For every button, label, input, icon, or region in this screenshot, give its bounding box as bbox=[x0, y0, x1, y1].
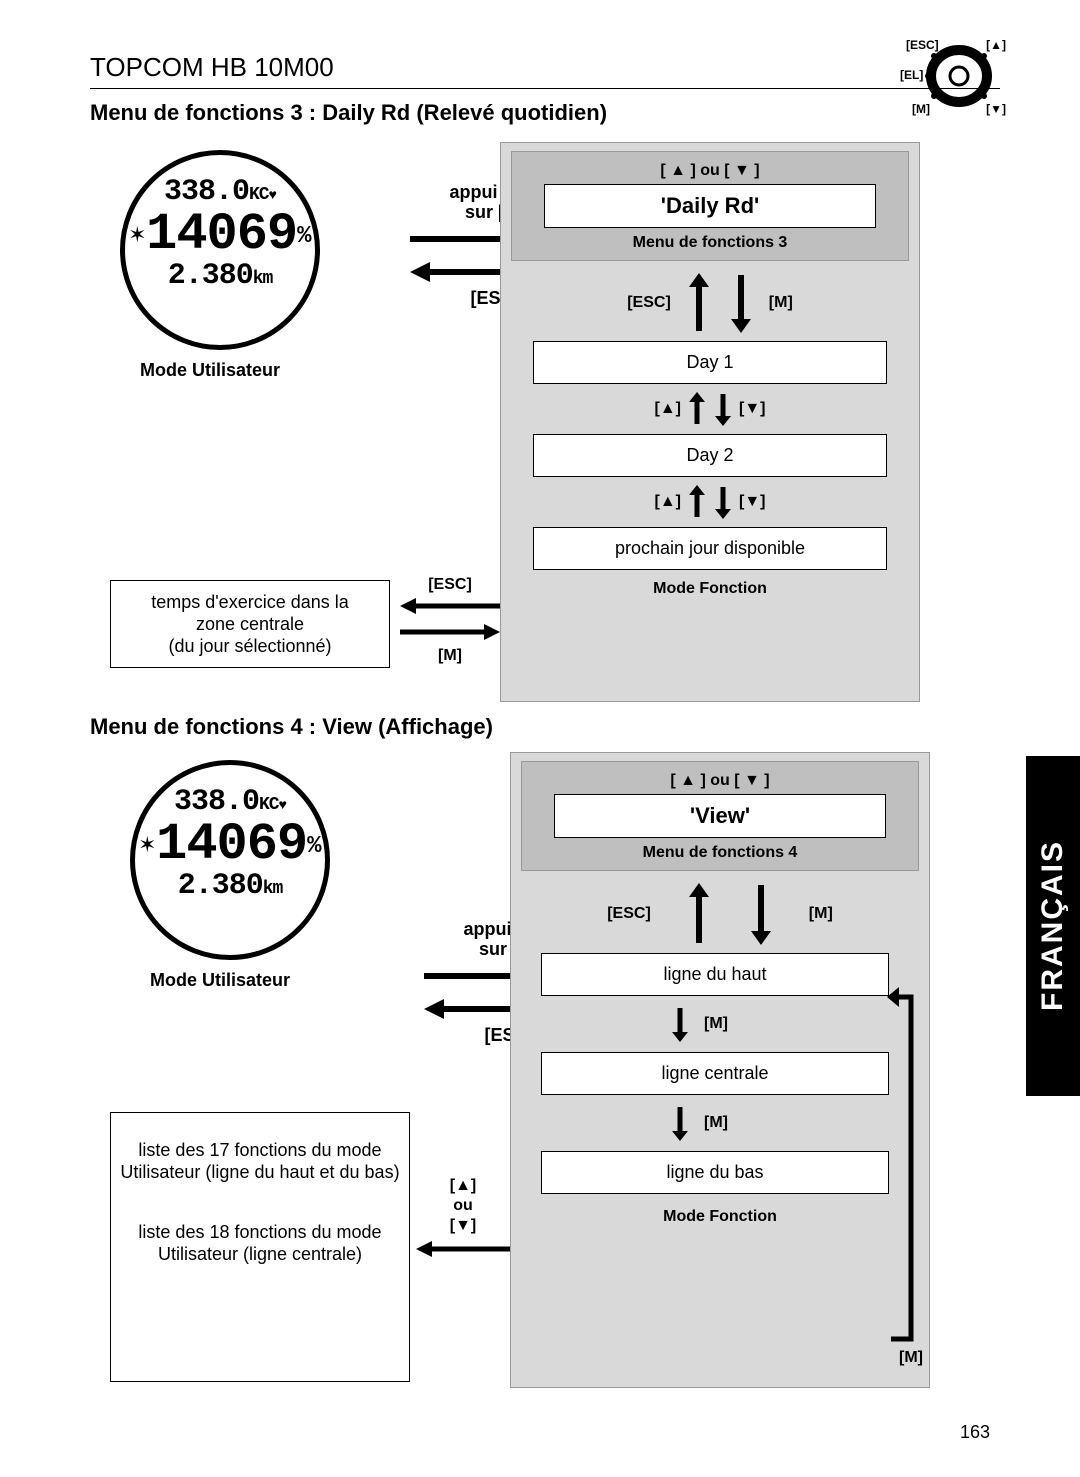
double-arrow-small-icon bbox=[400, 594, 500, 648]
line-mid-box: ligne centrale bbox=[541, 1052, 889, 1095]
flow-panel-1: [ ▲ ] ou [ ▼ ] 'Daily Rd' Menu de foncti… bbox=[500, 142, 920, 702]
star-icon: ✶ bbox=[139, 830, 154, 860]
down-arrow-icon bbox=[727, 273, 755, 333]
page-number: 163 bbox=[960, 1422, 990, 1443]
down-bracket-2: [▼] bbox=[739, 493, 766, 511]
info-18-text: liste des 18 fonctions du mode Utilisate… bbox=[117, 1221, 403, 1265]
m-key-loop: [M] bbox=[899, 1349, 923, 1367]
watch1-line3-unit: km bbox=[253, 269, 273, 289]
info-17-text: liste des 17 fonctions du mode Utilisate… bbox=[117, 1139, 403, 1183]
next-day-box: prochain jour disponible bbox=[533, 527, 887, 570]
mode-fn-label-2: Mode Fonction bbox=[511, 1208, 929, 1226]
loop-arrow-icon bbox=[887, 979, 917, 1349]
small-up-arrow-icon bbox=[687, 392, 707, 426]
language-tab: FRANÇAIS bbox=[1026, 756, 1080, 1096]
heart-icon: ♥ bbox=[269, 188, 276, 204]
small-down-arrow-icon bbox=[670, 1006, 690, 1042]
watch2-line1-unit: KC bbox=[259, 795, 279, 815]
up-bracket-2: [▲] bbox=[655, 493, 682, 511]
small-up-arrow-icon bbox=[687, 485, 707, 519]
small-down-arrow-icon bbox=[713, 485, 733, 519]
updown-stacked-label: [▲] ou [▼] bbox=[416, 1176, 510, 1236]
day1-box: Day 1 bbox=[533, 341, 887, 384]
dial-up-label: [▲] bbox=[986, 38, 1006, 52]
m-key-3: [M] bbox=[704, 1015, 728, 1033]
mode-user-label-1: Mode Utilisateur bbox=[140, 360, 280, 381]
dial-down-label: [▼] bbox=[986, 102, 1006, 116]
m-key-2: [M] bbox=[809, 905, 833, 923]
menu4-sub: Menu de fonctions 4 bbox=[536, 844, 904, 862]
info-nav-1: [ESC] [M] bbox=[400, 576, 500, 665]
day2-box: Day 2 bbox=[533, 434, 887, 477]
watch1-line1-val: 338.0 bbox=[164, 175, 249, 209]
line-top-box: ligne du haut bbox=[541, 953, 889, 996]
section1-title: Menu de fonctions 3 : Daily Rd (Relevé q… bbox=[90, 100, 607, 126]
flow-panel-2: [ ▲ ] ou [ ▼ ] 'View' Menu de fonctions … bbox=[510, 752, 930, 1388]
watch2-line2-unit: % bbox=[307, 833, 320, 860]
line-nav-1: [M] bbox=[511, 1006, 929, 1042]
menu3-sub: Menu de fonctions 3 bbox=[526, 234, 894, 252]
mode-fn-label-1: Mode Fonction bbox=[501, 580, 919, 598]
esc-key-2: [ESC] bbox=[607, 905, 651, 923]
up-bracket-1: [▲] bbox=[655, 400, 682, 418]
up-arrow-icon bbox=[685, 273, 713, 333]
info-box-2: liste des 17 fonctions du mode Utilisate… bbox=[110, 1112, 410, 1382]
header-rule bbox=[90, 88, 1000, 89]
watch2-line3-val: 2.380 bbox=[178, 869, 263, 903]
up-arrow-icon bbox=[685, 883, 713, 945]
watch-face-2: 338.0KC♥ ✶14069% 2.380km bbox=[130, 760, 330, 960]
m-key-1: [M] bbox=[769, 294, 793, 312]
m-key-4: [M] bbox=[704, 1114, 728, 1132]
menu3-title: 'Daily Rd' bbox=[544, 184, 876, 228]
line-bot-box: ligne du bas bbox=[541, 1151, 889, 1194]
info-box-1: temps d'exercice dans la zone centrale (… bbox=[110, 580, 390, 668]
updown-nav-label-1: [ ▲ ] ou [ ▼ ] bbox=[526, 162, 894, 180]
esc-key-1: [ESC] bbox=[627, 294, 671, 312]
mode-user-label-2: Mode Utilisateur bbox=[150, 970, 290, 991]
watch2-line3-unit: km bbox=[263, 879, 283, 899]
m-label-2: [M] bbox=[400, 647, 500, 665]
small-down-arrow-icon bbox=[670, 1105, 690, 1141]
product-header: TOPCOM HB 10M00 bbox=[90, 52, 334, 83]
menu4-box: [ ▲ ] ou [ ▼ ] 'View' Menu de fonctions … bbox=[521, 761, 919, 871]
watch1-line2-val: 14069 bbox=[146, 205, 297, 264]
watch1-line2-unit: % bbox=[297, 223, 310, 250]
info-nav-2: [▲] ou [▼] bbox=[416, 1176, 510, 1265]
button-dial-icon: [ESC] [▲] [EL] [M] [▼] bbox=[904, 40, 1000, 110]
updown-nav-label-2: [ ▲ ] ou [ ▼ ] bbox=[536, 772, 904, 790]
menu4-title: 'View' bbox=[554, 794, 886, 838]
watch-face-1: 338.0KC♥ ✶14069% 2.380km bbox=[120, 150, 320, 350]
down-arrow-icon bbox=[747, 883, 775, 945]
dial-m-label: [M] bbox=[912, 102, 930, 116]
watch1-line3-val: 2.380 bbox=[168, 259, 253, 293]
down-bracket-1: [▼] bbox=[739, 400, 766, 418]
section2-title: Menu de fonctions 4 : View (Affichage) bbox=[90, 714, 493, 740]
dial-el-label: [EL] bbox=[900, 68, 923, 82]
line-nav-2: [M] bbox=[511, 1105, 929, 1141]
dial-esc-label: [ESC] bbox=[906, 38, 939, 52]
small-down-arrow-icon bbox=[713, 392, 733, 426]
manual-page: TOPCOM HB 10M00 [ESC] [▲] [EL] [M] [▼] M… bbox=[0, 0, 1080, 1477]
left-arrow-icon bbox=[416, 1238, 510, 1260]
watch2-line2-val: 14069 bbox=[156, 815, 307, 874]
day-nav-1: [▲] [▼] bbox=[501, 392, 919, 426]
menu3-box: [ ▲ ] ou [ ▼ ] 'Daily Rd' Menu de foncti… bbox=[511, 151, 909, 261]
esc-m-nav-2: [ESC] [M] bbox=[511, 883, 929, 945]
star-icon: ✶ bbox=[129, 220, 144, 250]
info-box-1-text: temps d'exercice dans la zone centrale (… bbox=[151, 592, 349, 656]
esc-label-2: [ESC] bbox=[400, 576, 500, 594]
watch1-line1-unit: KC bbox=[249, 185, 269, 205]
day-nav-2: [▲] [▼] bbox=[501, 485, 919, 519]
watch2-line1-val: 338.0 bbox=[174, 785, 259, 819]
heart-icon: ♥ bbox=[279, 798, 286, 814]
esc-m-nav-1: [ESC] [M] bbox=[501, 273, 919, 333]
